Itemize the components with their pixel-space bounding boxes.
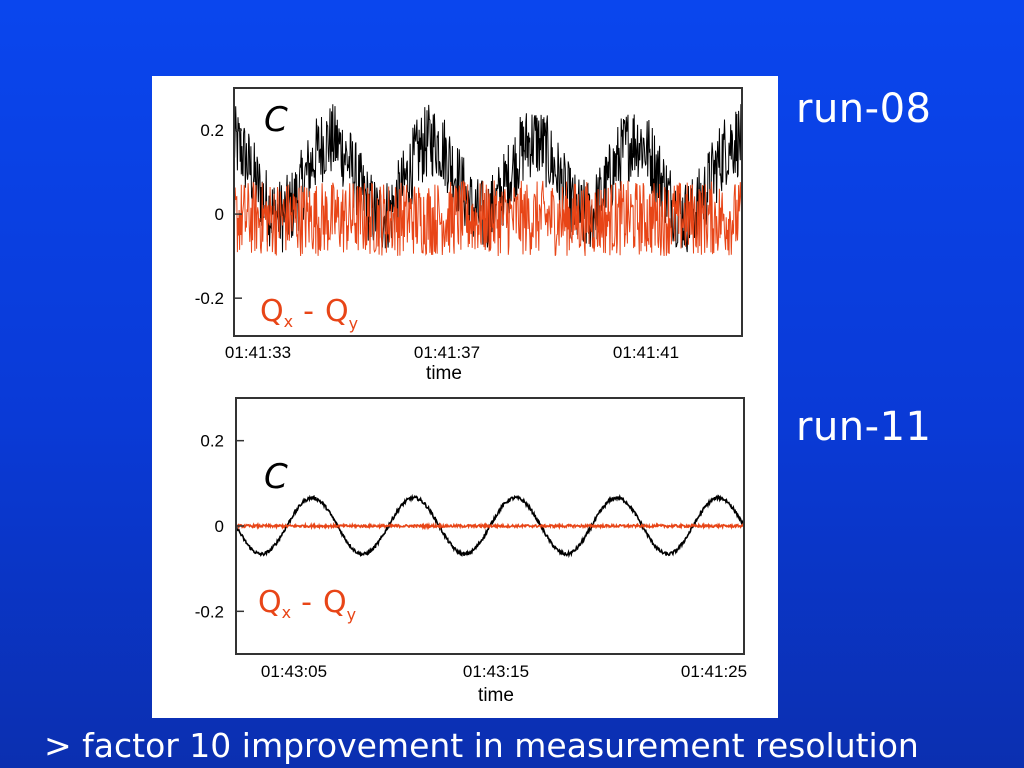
x-tick-label: 01:43:05 bbox=[261, 662, 327, 681]
series-qx-qy-annotation: Qx - Qy bbox=[260, 294, 358, 333]
series-c-line bbox=[234, 104, 742, 253]
figure-panel: 0.2 0 -0.2 01:41:33 01:41:37 01:41:41 time C Qx -… bbox=[152, 76, 778, 718]
series-c-annotation: C bbox=[264, 100, 288, 140]
slide-caption: > factor 10 improvement in measurement r… bbox=[44, 726, 919, 765]
x-tick-label: 01:41:33 bbox=[225, 343, 291, 362]
y-tick-label: 0.2 bbox=[200, 121, 224, 140]
y-tick-label: -0.2 bbox=[195, 602, 224, 621]
plot-frame bbox=[233, 87, 743, 337]
x-axis-title: time bbox=[478, 685, 514, 706]
series-qx-qy-line bbox=[236, 521, 744, 531]
x-tick-label: 01:43:15 bbox=[463, 662, 529, 681]
series-qx-qy-line bbox=[234, 180, 742, 257]
chart-2: 0.2 0 -0.2 01:43:05 01:43:15 01:41:25 time C Qx -… bbox=[195, 397, 747, 706]
y-tick-label: -0.2 bbox=[195, 289, 224, 308]
y-tick-label: 0.2 bbox=[200, 432, 224, 451]
y-tick-label: 0 bbox=[215, 205, 224, 224]
series-qx-qy-annotation: Qx - Qy bbox=[258, 585, 356, 624]
x-axis-title: time bbox=[426, 363, 462, 384]
x-tick-label: 01:41:37 bbox=[414, 343, 480, 362]
run-08-label: run-08 bbox=[796, 86, 932, 132]
x-tick-label: 01:41:25 bbox=[681, 662, 747, 681]
y-tick-label: 0 bbox=[215, 517, 224, 536]
chart-1: 0.2 0 -0.2 01:41:33 01:41:37 01:41:41 time C Qx -… bbox=[195, 87, 743, 384]
series-c-annotation: C bbox=[264, 457, 288, 497]
x-tick-label: 01:41:41 bbox=[613, 343, 679, 362]
figure-svg: 0.2 0 -0.2 01:41:33 01:41:37 01:41:41 time C Qx -… bbox=[195, 87, 747, 706]
run-11-label: run-11 bbox=[796, 404, 932, 450]
